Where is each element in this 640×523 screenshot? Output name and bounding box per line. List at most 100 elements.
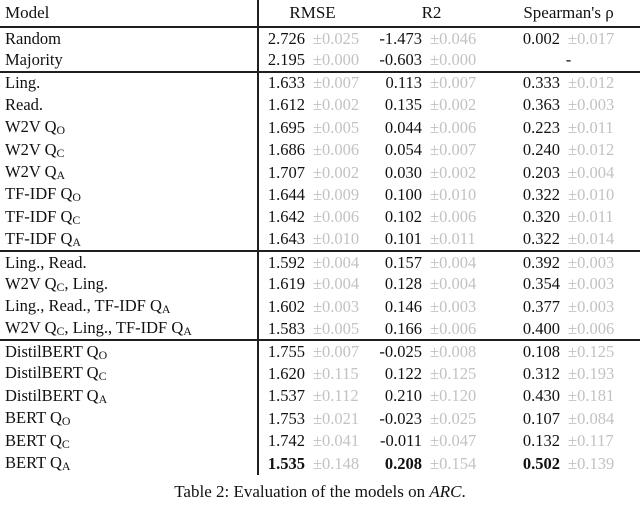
rho-std-cell: ±0.003 — [568, 296, 615, 316]
rmse-value-cell: 1.742 — [267, 431, 305, 451]
model-cell: Ling. — [0, 71, 259, 95]
rmse-std-cell: ±0.112 — [313, 386, 359, 406]
rmse-value-cell: 1.535 — [267, 453, 305, 473]
rmse-value-cell: 1.602 — [267, 296, 305, 316]
r2-std-cell: ±0.010 — [430, 184, 477, 204]
rho-value-cell: 0.392 — [522, 252, 561, 272]
rmse-value-cell: 1.755 — [267, 342, 305, 362]
model-cell: BERT QC — [0, 430, 259, 453]
model-subscript: O — [98, 347, 108, 362]
rho-std-cell: ±0.012 — [568, 73, 615, 93]
r2-value-cell: 0.122 — [384, 364, 423, 384]
rho-value-cell: 0.322 — [522, 184, 561, 204]
model-cell: Ling., Read., TF-IDF QA — [0, 295, 259, 319]
rho-std-cell: ±0.012 — [568, 140, 615, 160]
r2-value-cell: 0.044 — [384, 117, 423, 137]
model-text: BERT Q — [5, 430, 62, 450]
rho-std-cell: ±0.014 — [568, 229, 615, 249]
table-row: DistilBERT QO 1.755 ±0.007 -0.025 ±0.008 0.10… — [0, 340, 640, 363]
r2-value-cell: 0.157 — [384, 252, 423, 272]
table-row: BERT QC 1.742 ±0.041 -0.011 ±0.047 0.132 ±0.11… — [0, 430, 640, 453]
rmse-value-cell: 1.695 — [267, 117, 305, 137]
rmse-std-cell: ±0.002 — [313, 95, 360, 115]
rmse-std-cell: ±0.041 — [313, 431, 360, 451]
rmse-value-cell: 1.583 — [267, 318, 305, 338]
r2-std-cell: ±0.004 — [430, 274, 477, 294]
r2-value-cell: 0.146 — [384, 296, 423, 316]
model-subscript: A — [61, 459, 71, 474]
rho-value-cell: 0.333 — [522, 73, 561, 93]
rmse-std-cell: ±0.009 — [313, 184, 360, 204]
rmse-std-cell: ±0.004 — [313, 252, 360, 272]
model-text: BERT Q — [5, 408, 62, 428]
table-row: DistilBERT QC 1.620 ±0.115 0.122 ±0.125 0.312… — [0, 362, 640, 386]
rmse-std-cell: ±0.007 — [313, 342, 360, 362]
rmse-value-cell: 1.633 — [267, 73, 305, 93]
model-subscript: C — [98, 369, 107, 384]
rho-value-cell: 0.223 — [522, 117, 561, 137]
rmse-value-cell: 1.537 — [267, 386, 305, 406]
model-subscript: O — [61, 414, 71, 429]
rho-std-cell: ±0.193 — [568, 364, 615, 384]
rmse-std-cell: ±0.005 — [313, 117, 360, 137]
rmse-value-cell: 1.642 — [267, 207, 305, 227]
rmse-std-cell: ±0.004 — [313, 274, 360, 294]
rmse-value-cell: 1.753 — [267, 408, 305, 428]
rho-std-cell: ±0.006 — [568, 318, 615, 338]
rmse-std-cell: ±0.006 — [313, 140, 360, 160]
r2-value-cell: -0.011 — [380, 431, 423, 451]
column-header-rmse: RMSE — [258, 0, 367, 28]
model-cell: Majority — [0, 49, 259, 72]
model-group: Random 2.726 ±0.025 -1.473 ±0.046 0.002 ±0.017… — [0, 27, 640, 72]
r2-std-cell: ±0.120 — [430, 386, 477, 406]
rho-value-cell: 0.430 — [522, 386, 561, 406]
r2-value-cell: -0.025 — [379, 342, 423, 362]
rmse-value-cell: 2.195 — [267, 50, 305, 70]
r2-std-cell: ±0.047 — [430, 431, 477, 451]
r2-std-cell: ±0.025 — [430, 408, 477, 428]
rho-value-cell: - — [565, 50, 572, 70]
model-text: Ling., Read. — [5, 252, 87, 272]
table-row: Read. 1.612 ±0.002 0.135 ±0.002 0.363 ±0.003 — [0, 94, 640, 117]
model-text: W2V Q — [5, 139, 57, 159]
model-subscript: A — [98, 392, 108, 406]
model-text: Read. — [5, 95, 44, 115]
column-header-spearman: Spearman's ρ — [497, 0, 640, 28]
rmse-std-cell: ±0.003 — [313, 296, 360, 316]
model-group: Ling., Read. 1.592 ±0.004 0.157 ±0.004 0.392 ±… — [0, 250, 640, 341]
model-text: W2V Q — [5, 161, 57, 181]
r2-std-cell: ±0.002 — [430, 95, 477, 115]
rho-std-cell: ±0.084 — [568, 408, 615, 428]
r2-std-cell: ±0.006 — [430, 117, 477, 137]
model-text: Majority — [5, 50, 63, 70]
rho-std-cell: ±0.181 — [568, 386, 615, 406]
rmse-std-cell: ±0.115 — [313, 364, 359, 384]
caption-text: Table 2: Evaluation of the models on — [174, 481, 430, 501]
model-subscript: A — [72, 234, 81, 249]
model-subscript: A — [56, 168, 66, 183]
model-cell: BERT QO — [0, 407, 259, 431]
model-subscript: O — [72, 190, 81, 205]
rmse-value-cell: 1.620 — [267, 364, 305, 384]
table-row: W2V QA 1.707 ±0.002 0.030 ±0.002 0.203 ±0.004 — [0, 161, 640, 184]
rmse-std-cell: ±0.002 — [313, 162, 360, 182]
rho-value-cell: 0.377 — [522, 296, 561, 316]
r2-std-cell: ±0.002 — [430, 162, 477, 182]
r2-std-cell: ±0.000 — [430, 50, 477, 70]
rmse-std-cell: ±0.007 — [313, 73, 360, 93]
rho-value-cell: 0.312 — [522, 364, 561, 384]
rho-std-cell: ±0.125 — [568, 342, 615, 362]
r2-value-cell: 0.210 — [384, 386, 423, 406]
model-group: DistilBERT QO 1.755 ±0.007 -0.025 ±0.008 0.10… — [0, 340, 640, 475]
table-row: BERT QA 1.535 ±0.148 0.208 ±0.154 0.502 ±0.139 — [0, 452, 640, 475]
rmse-value-cell: 1.612 — [267, 95, 305, 115]
model-subscript: C — [56, 145, 65, 160]
r2-value-cell: 0.101 — [384, 229, 423, 249]
table-row: W2V QC, Ling. 1.619 ±0.004 0.128 ±0.004 0.354… — [0, 273, 640, 296]
rmse-value-cell: 1.592 — [267, 252, 305, 272]
model-subscript: C — [56, 324, 65, 339]
rmse-value-cell: 1.644 — [267, 184, 305, 204]
r2-value-cell: 0.054 — [384, 140, 423, 160]
rho-std-cell: ±0.003 — [568, 95, 615, 115]
rho-value-cell: 0.363 — [522, 95, 561, 115]
